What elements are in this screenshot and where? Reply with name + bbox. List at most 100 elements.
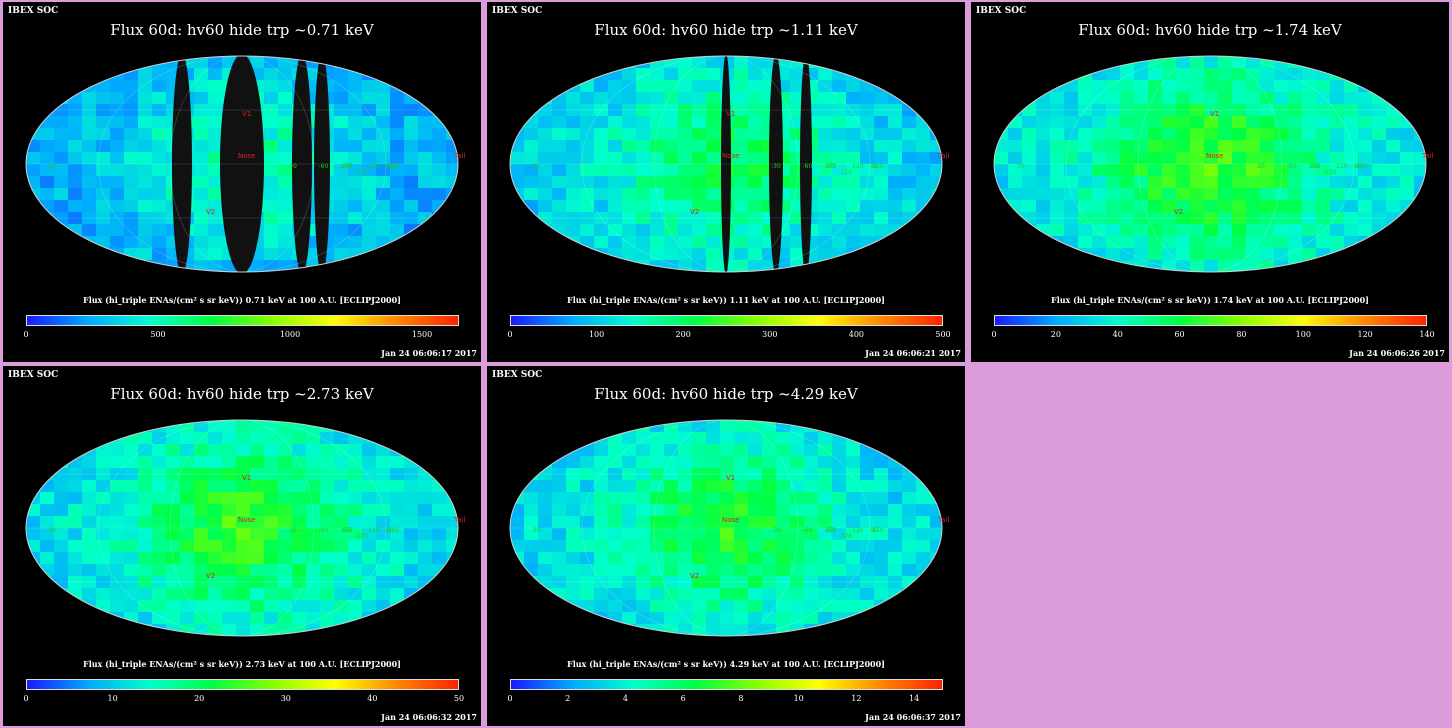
longitude-label: 90 <box>386 163 394 170</box>
tail-marker: Tail <box>937 516 949 524</box>
longitude-label: -120 <box>355 533 369 540</box>
longitude-label: -150 <box>1354 163 1368 170</box>
longitude-label: -30 <box>287 163 297 170</box>
longitude-label: -120 <box>839 533 853 540</box>
longitude-label: 30 <box>533 163 541 170</box>
timestamp: Jan 24 06:06:32 2017 <box>381 712 477 722</box>
nose-marker: Nose <box>238 516 255 524</box>
longitude-label: 120 <box>852 163 864 170</box>
colorbar <box>26 679 459 690</box>
v2-marker: V2 <box>206 572 215 580</box>
colorbar-tick-label: 20 <box>1050 330 1061 339</box>
longitude-label: 30 <box>49 163 57 170</box>
panel-title: Flux 60d: hv60 hide trp ~1.11 keV <box>594 21 858 39</box>
longitude-label: -60 <box>803 527 813 534</box>
colorbar-tick-label: 500 <box>935 330 951 339</box>
sky-map-panel: -30 -60 -90 -120 -150 150 120 90 30 V1 V2 Nose Tail … <box>487 2 965 362</box>
tail-marker: Tail <box>1421 152 1433 160</box>
panel-title: Flux 60d: hv60 hide trp ~4.29 keV <box>594 385 858 403</box>
longitude-label: 90 <box>870 163 878 170</box>
longitude-label: -30 <box>287 527 297 534</box>
v2-marker: V2 <box>690 572 699 580</box>
panel-title: Flux 60d: hv60 hide trp ~1.74 keV <box>1078 21 1342 39</box>
longitude-label: -90 <box>341 163 351 170</box>
longitude-label: -90 <box>825 163 835 170</box>
ibex-soc-label: IBEX SOC <box>8 370 59 380</box>
longitude-label: 120 <box>368 163 380 170</box>
longitude-label: -120 <box>839 169 853 176</box>
colorbar-ticks: 0 500 1000 1500 <box>3 330 481 342</box>
ibex-soc-label: IBEX SOC <box>492 6 543 16</box>
longitude-label: -150 <box>386 163 400 170</box>
colorbar-tick-label: 120 <box>1357 330 1373 339</box>
longitude-label: 120 <box>1336 163 1348 170</box>
colorbar <box>510 679 943 690</box>
colorbar-ticks: 0 10 20 30 40 50 <box>3 694 481 706</box>
longitude-label: 90 <box>386 527 394 534</box>
colorbar-tick-label: 40 <box>1112 330 1123 339</box>
longitude-label: -60 <box>319 163 329 170</box>
colorbar <box>510 315 943 326</box>
colorbar-tick-label: 0 <box>991 330 997 339</box>
colorbar-tick-label: 60 <box>1174 330 1185 339</box>
nose-marker: Nose <box>1206 152 1223 160</box>
colorbar-tick-label: 4 <box>622 694 628 703</box>
colorbar-tick-label: 0 <box>507 330 513 339</box>
colorbar-tick-label: 1500 <box>411 330 433 339</box>
longitude-label: -30 <box>771 163 781 170</box>
timestamp: Jan 24 06:06:37 2017 <box>865 712 961 722</box>
aitoff-sky-map: -30 -60 -90 -120 -150 150 120 90 30 V1 V2 Nose Tail <box>509 419 949 637</box>
colorbar-tick-label: 50 <box>453 694 465 703</box>
colorbar-tick-label: 80 <box>1236 330 1247 339</box>
longitude-label: 150 <box>341 527 353 534</box>
longitude-label: 150 <box>1309 163 1321 170</box>
colorbar-tick-label: 10 <box>793 694 804 703</box>
longitude-label: -150 <box>386 527 400 534</box>
longitude-label: -30 <box>1255 163 1265 170</box>
v1-marker: V1 <box>726 110 735 118</box>
aitoff-sky-map: -30 -60 -90 -120 -150 150 120 90 30 V1 V2 Nose Tail <box>509 55 949 273</box>
nose-marker: Nose <box>238 152 255 160</box>
v2-marker: V2 <box>206 208 215 216</box>
colorbar-tick-label: 2 <box>565 694 571 703</box>
longitude-label: -150 <box>870 163 884 170</box>
aitoff-sky-map: -30 -60 -90 -120 -150 150 120 90 30 V1 V2 Nose Tail <box>25 55 465 273</box>
colorbar-tick-label: 0 <box>507 694 513 703</box>
colorbar-label: Flux (hi_triple ENAs/(cm² s sr keV)) 1.1… <box>567 295 885 305</box>
colorbar <box>994 315 1427 326</box>
timestamp: Jan 24 06:06:26 2017 <box>1349 348 1445 358</box>
sky-map-panel: -30 -60 -90 -120 -150 150 120 90 30 V1 V2 Nose Tail … <box>3 366 481 726</box>
longitude-label: 120 <box>368 527 380 534</box>
longitude-label: -30 <box>771 527 781 534</box>
longitude-label: 30 <box>1017 163 1025 170</box>
colorbar-tick-label: 140 <box>1419 330 1435 339</box>
panel-title: Flux 60d: hv60 hide trp ~0.71 keV <box>110 21 374 39</box>
longitude-label: 90 <box>870 527 878 534</box>
longitude-label: -120 <box>1323 169 1337 176</box>
ibex-soc-label: IBEX SOC <box>976 6 1027 16</box>
nose-marker: Nose <box>722 516 739 524</box>
longitude-label: -60 <box>319 527 329 534</box>
aitoff-sky-map: -30 -60 -90 -120 -150 150 120 90 30 V1 V2 Nose Tail <box>25 419 465 637</box>
colorbar-tick-label: 14 <box>909 694 920 703</box>
v2-marker: V2 <box>690 208 699 216</box>
tail-marker: Tail <box>453 516 465 524</box>
longitude-label: 30 <box>533 527 541 534</box>
sky-map-panel: -30 -60 -90 -120 -150 150 120 90 30 V1 V2 Nose Tail … <box>971 2 1449 362</box>
colorbar-tick-label: 0 <box>23 330 29 339</box>
longitude-label: 150 <box>825 527 837 534</box>
v1-marker: V1 <box>242 110 251 118</box>
v1-marker: V1 <box>1210 110 1219 118</box>
longitude-label: -90 <box>341 527 351 534</box>
longitude-label: 150 <box>341 163 353 170</box>
colorbar-tick-label: 6 <box>680 694 686 703</box>
longitude-label: 120 <box>852 527 864 534</box>
v1-marker: V1 <box>726 474 735 482</box>
colorbar-tick-label: 500 <box>150 330 166 339</box>
colorbar-tick-label: 10 <box>107 694 118 703</box>
longitude-label: 30 <box>49 527 57 534</box>
colorbar-label: Flux (hi_triple ENAs/(cm² s sr keV)) 2.7… <box>83 659 401 669</box>
colorbar-tick-label: 100 <box>1295 330 1311 339</box>
ibex-soc-label: IBEX SOC <box>8 6 59 16</box>
colorbar-tick-label: 30 <box>280 694 291 703</box>
